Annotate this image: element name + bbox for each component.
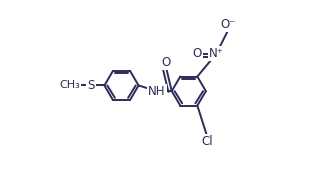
Text: O: O bbox=[162, 56, 171, 69]
Text: O: O bbox=[193, 47, 202, 60]
Text: CH₃: CH₃ bbox=[59, 80, 80, 91]
Text: Cl: Cl bbox=[201, 135, 213, 148]
Text: NH: NH bbox=[148, 85, 166, 98]
Text: O⁻: O⁻ bbox=[220, 18, 235, 31]
Text: S: S bbox=[88, 79, 95, 92]
Text: N⁺: N⁺ bbox=[209, 47, 224, 60]
